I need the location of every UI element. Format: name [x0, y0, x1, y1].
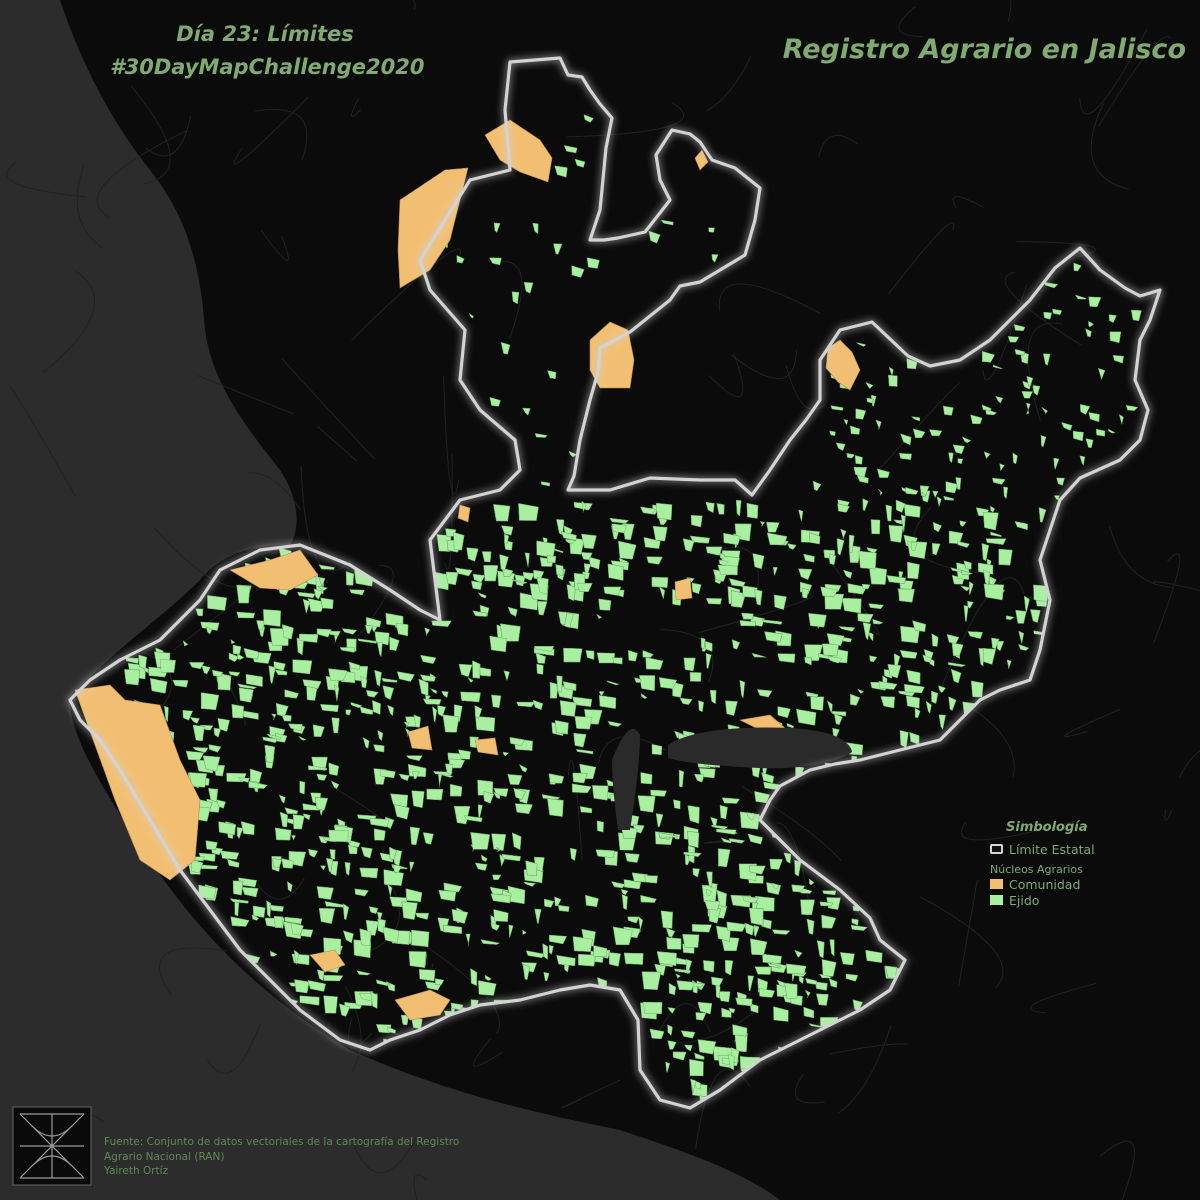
source-credits: Fuente: Conjunto de datos vectoriales de… — [104, 1135, 459, 1179]
author-credit: Yaireth Ortíz — [104, 1165, 169, 1178]
legend-item-comunidad: Comunidad — [990, 876, 1170, 892]
source-line-1: Fuente: Conjunto de datos vectoriales de… — [104, 1136, 460, 1148]
legend-state-limit-label: Límite Estatal — [1009, 841, 1095, 857]
ocean — [0, 0, 780, 1200]
lake-chapala — [668, 727, 852, 769]
state-limit-swatch-icon — [990, 844, 1003, 854]
legend-item-state-limit: Límite Estatal — [990, 841, 1170, 857]
comunidad-parcels — [74, 119, 861, 1021]
challenge-hashtag: #30DayMapChallenge2020 — [110, 54, 425, 79]
legend-group-label: Núcleos Agrarios — [990, 862, 1083, 876]
comunidad-swatch-icon — [990, 879, 1003, 889]
legend-ejido-label: Ejido — [1009, 892, 1040, 908]
legend-item-ejido: Ejido — [990, 892, 1170, 908]
geometric-x-logo-icon — [12, 1106, 92, 1186]
ejido-swatch-icon — [990, 895, 1003, 905]
source-line-2: Agrario Nacional (RAN) — [104, 1150, 225, 1163]
challenge-heading: Día 23: Límites #30DayMapChallenge2020 — [110, 18, 425, 83]
challenge-day-label: Día 23: Límites — [176, 22, 354, 46]
lake-cajititlan — [612, 729, 640, 830]
state-limit-border — [68, 56, 1162, 1110]
legend-title: Simbología — [1006, 820, 1088, 835]
legend: Simbología Límite Estatal Núcleos Agrari… — [990, 820, 1170, 908]
ejido-parcels — [85, 114, 1142, 1105]
legend-comunidad-label: Comunidad — [1009, 876, 1081, 892]
map-title: Registro Agrario en Jalisco — [782, 34, 1186, 65]
